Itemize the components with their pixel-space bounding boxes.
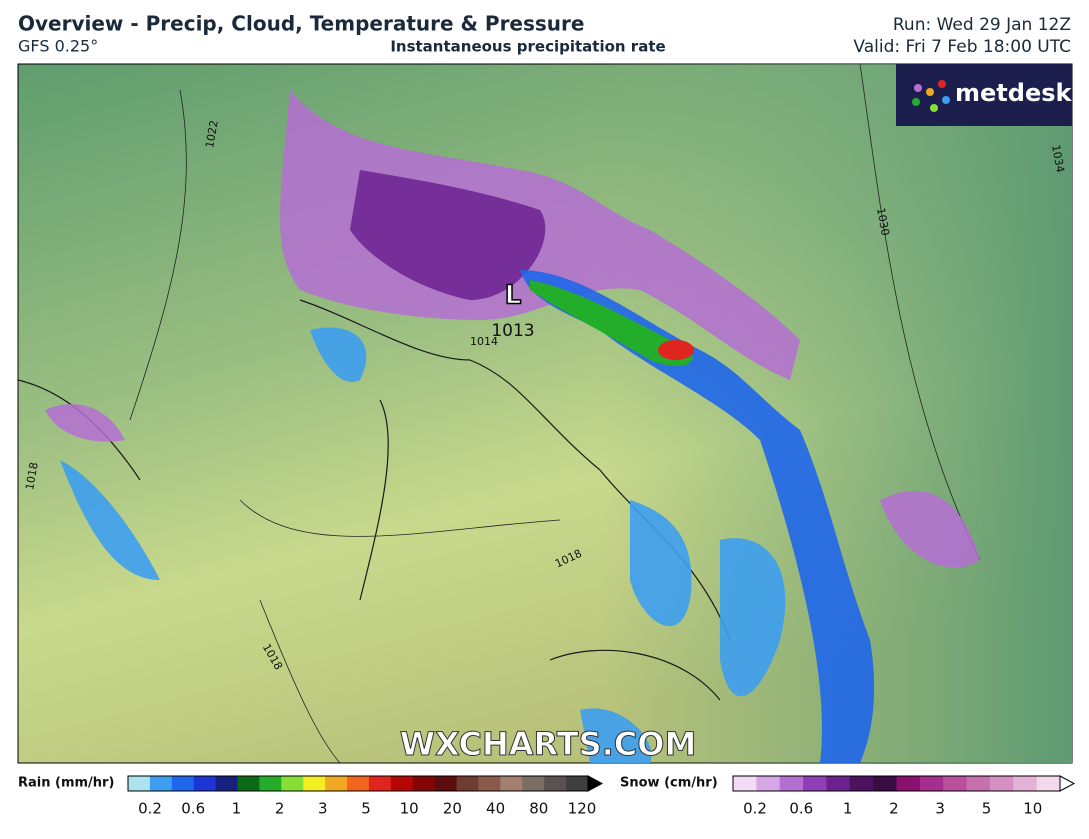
- legend-swatch: [434, 776, 458, 791]
- legend-tick-label: 2: [889, 800, 899, 818]
- snow-core: [350, 170, 546, 300]
- low-pressure: 1013: [491, 321, 534, 341]
- low-marker: L: [505, 281, 522, 311]
- legend-swatch: [826, 776, 851, 791]
- legend-swatch: [478, 776, 501, 791]
- logo-icon: [912, 80, 950, 112]
- legend-swatch: [325, 776, 348, 791]
- legend-tick-label: 0.2: [743, 800, 767, 818]
- rain-max: [658, 340, 694, 360]
- title: Overview - Precip, Cloud, Temperature & …: [18, 12, 584, 36]
- legend-swatch: [873, 776, 897, 791]
- legend-swatch: [456, 776, 479, 791]
- legend-swatch: [500, 776, 523, 791]
- rain-band: [520, 270, 875, 763]
- legend-swatch: [756, 776, 781, 791]
- legend-swatch: [896, 776, 921, 791]
- legend-swatch: [368, 776, 392, 791]
- legend-swatch: [779, 776, 804, 791]
- subtitle: Instantaneous precipitation rate: [390, 38, 665, 56]
- model: GFS 0.25°: [18, 37, 98, 56]
- legend-tick-label: 1: [843, 800, 853, 818]
- legend-swatch: [1013, 776, 1038, 791]
- legend-swatch: [347, 776, 370, 791]
- legend-tick-label: 10: [400, 800, 419, 818]
- run-time: Run: Wed 29 Jan 12Z: [893, 15, 1071, 35]
- legend-swatch: [733, 776, 757, 791]
- legend-swatch: [522, 776, 545, 791]
- legend-tick-label: 0.6: [181, 800, 205, 818]
- logo-box: [896, 64, 1072, 126]
- legend-swatch: [412, 776, 436, 791]
- isobar-label: 1030: [874, 207, 892, 237]
- legend-swatch: [919, 776, 944, 791]
- legend-swatch: [237, 776, 260, 791]
- legend-tick-label: 10: [1023, 800, 1042, 818]
- legend-swatch: [128, 776, 151, 791]
- map: L 1013 1022 1014 1018 1018 1018 1030 103…: [17, 63, 1073, 764]
- legend-tick-label: 0.2: [138, 800, 162, 818]
- rain-patch: [60, 327, 786, 763]
- isobar-label: 1034: [1049, 144, 1067, 174]
- legend-swatch: [803, 776, 827, 791]
- legend-swatch: [281, 776, 304, 791]
- legend-tick-label: 3: [318, 800, 328, 818]
- legend-tick-label: 0.6: [789, 800, 813, 818]
- legend-tick-label: 5: [361, 800, 371, 818]
- legend-swatch: [303, 776, 326, 791]
- legend-tick-label: 80: [529, 800, 548, 818]
- legend-arrow: [1059, 775, 1076, 792]
- isobar-label: 1018: [23, 461, 41, 491]
- legend-swatch: [544, 776, 567, 791]
- watermark: WXCHARTS.COM: [400, 725, 697, 763]
- legend-title: Snow (cm/hr): [620, 776, 718, 791]
- coastline: [17, 299, 731, 701]
- legend-swatch: [1036, 776, 1061, 791]
- legend-tick-label: 3: [935, 800, 945, 818]
- legend-tick-label: 20: [443, 800, 462, 818]
- legend-swatch: [849, 776, 874, 791]
- legend-tick-label: 1: [232, 800, 242, 818]
- legend-swatch: [566, 776, 589, 791]
- legend-title: Rain (mm/hr): [18, 776, 114, 791]
- legend-swatch: [390, 776, 414, 791]
- legend-swatch: [215, 776, 239, 791]
- legend-swatch: [259, 776, 282, 791]
- isobar-label: 1022: [203, 119, 221, 149]
- legend-tick-label: 2: [275, 800, 285, 818]
- legend-swatch: [989, 776, 1014, 791]
- legend-tick-label: 120: [568, 800, 597, 818]
- isobar-label: 1014: [470, 335, 498, 348]
- legends: Rain (mm/hr) 0.2 0.6 1 2 3 5 10 20 40 80 120 Snow (c…: [18, 775, 1076, 818]
- legend-swatch: [943, 776, 968, 791]
- valid-time: Valid: Fri 7 Feb 18:00 UTC: [853, 37, 1071, 57]
- rain-core: [530, 280, 693, 367]
- legend-swatch: [149, 776, 173, 791]
- legend-swatch: [193, 776, 217, 791]
- isobar: [129, 63, 981, 764]
- legend-tick-label: 5: [982, 800, 992, 818]
- legend-arrow: [587, 775, 604, 792]
- legend-tick-label: 40: [486, 800, 505, 818]
- legend-swatch: [966, 776, 991, 791]
- logo-text: metdesk: [955, 79, 1073, 107]
- legend-swatch: [171, 776, 195, 791]
